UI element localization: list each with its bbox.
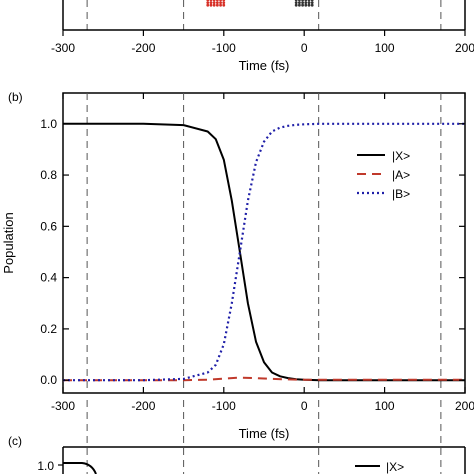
- pulse-point: [222, 1, 226, 5]
- panel-b-xtick-label: -100: [212, 399, 236, 413]
- panel-c-curve-start: [63, 462, 97, 474]
- pulse-point: [206, 1, 210, 5]
- panel-b: (b) -300 -200 -100 0 100 200 0.0 0.2 0.4 0.6 0.8 1…: [1, 90, 474, 474]
- pulse-point: [222, 0, 226, 2]
- pulse-point: [219, 0, 222, 2]
- panel-b-x-ticks: -300 -200 -100 0 100 200: [51, 93, 474, 413]
- panel-b-ytick-label: 1.0: [40, 117, 57, 131]
- panel-b-xtick-label: 0: [301, 399, 308, 413]
- panel-b-frame: [62, 92, 466, 394]
- panel-b-ytick-label: 0.0: [40, 373, 57, 387]
- panel-c-label: (c): [8, 434, 22, 448]
- panel-b-xtick-label: 100: [375, 399, 395, 413]
- pulse-point: [307, 1, 311, 5]
- pulse-point: [298, 1, 301, 5]
- panel-c-legend-text: |X>: [386, 460, 404, 474]
- series-line-0: [63, 122, 465, 382]
- pulse-point: [298, 0, 301, 2]
- panel-a: -300 -200 -100 0 100 200 Time (fs): [51, 0, 474, 73]
- pulse-point: [294, 0, 298, 2]
- pulse-point: [310, 1, 314, 5]
- pulse-point: [298, 3, 301, 7]
- panel-a-xtick-label: -200: [131, 41, 155, 55]
- panel-b-legend: |X> |A> |B>: [357, 149, 410, 201]
- pulse-point: [310, 3, 314, 7]
- panel-b-ytick-label: 0.2: [40, 322, 57, 336]
- pulse-point: [304, 0, 308, 2]
- panel-b-y-axis-label: Population: [1, 212, 16, 273]
- legend-label-1: |A>: [392, 168, 410, 182]
- pulse-point: [307, 0, 311, 2]
- pulse-point: [219, 1, 222, 5]
- pulse-point: [294, 3, 298, 7]
- pulse-point: [301, 0, 304, 2]
- panel-b-ytick-label: 0.6: [40, 219, 57, 233]
- pulse-point: [206, 3, 210, 7]
- panel-b-y-ticks: 0.0 0.2 0.4 0.6 0.8 1.0: [40, 117, 465, 387]
- pulse-point: [215, 3, 219, 7]
- pulse-point: [304, 3, 308, 7]
- pulse-point: [209, 3, 213, 7]
- pulse-point: [301, 3, 304, 7]
- panel-b-xtick-label: 200: [455, 399, 474, 413]
- pulse-point: [212, 3, 216, 7]
- panel-b-xtick-label: -300: [51, 399, 75, 413]
- panel-b-label: (b): [8, 90, 23, 104]
- pulse-point: [310, 0, 314, 2]
- panel-b-x-axis-label: Time (fs): [239, 426, 290, 441]
- legend-label-2: |B>: [392, 187, 410, 201]
- pulse-point: [222, 3, 226, 7]
- panel-a-x-ticks: -300 -200 -100 0 100 200: [51, 30, 474, 55]
- pulse-marker-1: [294, 0, 314, 7]
- panel-b-ytick-label: 0.8: [40, 168, 57, 182]
- panel-b-reference-lines: [86, 93, 442, 474]
- pulse-point: [209, 0, 213, 2]
- series-line-1: [63, 376, 465, 382]
- pulse-point: [209, 1, 213, 5]
- panel-a-xtick-label: 0: [301, 41, 308, 55]
- panel-a-xtick-label: -100: [212, 41, 236, 55]
- legend-label-0: |X>: [392, 149, 410, 163]
- panel-a-xtick-label: -300: [51, 41, 75, 55]
- pulse-point: [212, 0, 216, 2]
- pulse-point: [219, 3, 222, 7]
- pulse-point: [307, 3, 311, 7]
- pulse-point: [294, 1, 298, 5]
- panel-a-x-axis-label: Time (fs): [239, 58, 290, 73]
- pulse-point: [301, 1, 304, 5]
- pulse-point: [212, 1, 216, 5]
- pulse-markers: [86, 0, 442, 30]
- panel-b-xtick-label: -200: [131, 399, 155, 413]
- panel-a-xtick-label: 200: [455, 41, 474, 55]
- series-line-2: [63, 122, 465, 382]
- panel-b-series: [63, 122, 465, 382]
- pulse-point: [215, 1, 219, 5]
- panel-c: (c) 1.0 |X>: [8, 434, 466, 474]
- panel-a-xtick-label: 100: [375, 41, 395, 55]
- pulse-point: [206, 0, 210, 2]
- panel-b-ytick-label: 0.4: [40, 271, 57, 285]
- panel-c-ytick-label: 1.0: [37, 459, 54, 473]
- pulse-point: [304, 1, 308, 5]
- pulse-marker-0: [206, 0, 226, 7]
- pulse-point: [215, 0, 219, 2]
